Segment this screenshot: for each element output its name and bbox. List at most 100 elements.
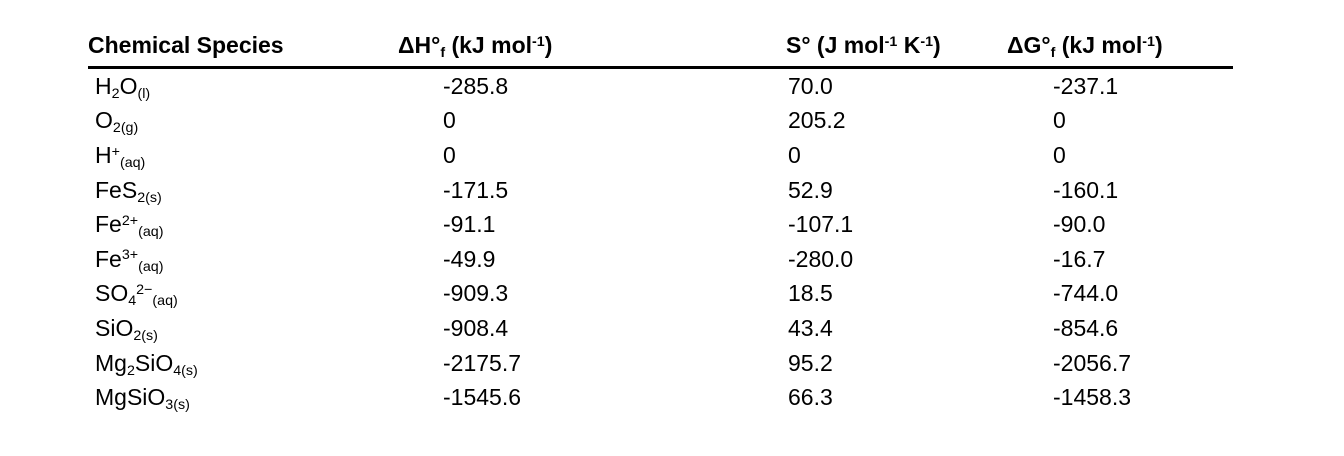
formula-text: SO xyxy=(95,280,129,307)
table-row-mg2sio4-s: Mg2SiO4(s) -2175.7 95.2 -2056.7 xyxy=(88,346,1233,381)
formula-text: ΔG° xyxy=(1007,32,1051,58)
formula-subscript: 4(s) xyxy=(173,362,198,379)
formula-text: (kJ mol xyxy=(445,32,533,58)
table-header: Chemical Species ΔH°f (kJ mol-1) S° (J mol… xyxy=(88,30,1233,69)
formula-text: ) xyxy=(1154,32,1163,58)
formula-supscript: 3+ xyxy=(121,247,139,264)
formula-text: SiO xyxy=(95,314,134,341)
formula-supscript: + xyxy=(111,143,120,160)
cell-delta_h_f-h-plus-aq: 0 xyxy=(443,141,456,168)
cell-species-mgsio3-s: MgSiO3(s) xyxy=(88,380,398,415)
formula-supscript: 2+ xyxy=(121,212,139,229)
cell-species-h2o-l: H2O(l) xyxy=(88,68,398,104)
table-row-sio2-s: SiO2(s) -908.4 43.4 -854.6 xyxy=(88,311,1233,346)
formula-subscript: f xyxy=(440,44,446,61)
formula-text: SiO xyxy=(134,349,174,376)
cell-delta_g_f-mgsio3-s: -1458.3 xyxy=(1053,384,1132,411)
formula-subscript: 4 xyxy=(128,293,137,310)
cell-delta_g_f-o2-g: 0 xyxy=(1053,107,1066,134)
table-row-h-plus-aq: H+(aq) 0 0 0 xyxy=(88,138,1233,173)
cell-species-mg2sio4-s: Mg2SiO4(s) xyxy=(88,346,398,381)
formula-subscript: f xyxy=(1050,44,1056,61)
formula-supscript: -1 xyxy=(884,33,898,50)
formula-subscript: (aq) xyxy=(138,258,164,275)
formula-subscript: 2(s) xyxy=(137,189,162,206)
cell-s_standard-fe3-aq: -280.0 xyxy=(788,245,854,272)
cell-species-h-plus-aq: H+(aq) xyxy=(88,138,398,173)
formula-text: Chemical Species xyxy=(88,32,284,58)
formula-subscript: (l) xyxy=(137,85,151,102)
cell-delta_g_f-mg2sio4-s: -2056.7 xyxy=(1053,349,1132,376)
cell-delta_g_f-fe3-aq: -16.7 xyxy=(1053,245,1106,272)
formula-subscript: 2(g) xyxy=(112,120,139,137)
cell-delta_h_f-sio2-s: -908.4 xyxy=(443,314,509,341)
formula-subscript: 2 xyxy=(126,362,135,379)
cell-delta_h_f-fe2-aq: -91.1 xyxy=(443,211,496,238)
formula-supscript: -1 xyxy=(1142,33,1155,50)
cell-s_standard-fe2-aq: -107.1 xyxy=(788,211,854,238)
cell-delta_h_f-mg2sio4-s: -2175.7 xyxy=(443,349,522,376)
cell-species-sio2-s: SiO2(s) xyxy=(88,311,398,346)
column-header-s_standard: S° (J mol-1 K-1) xyxy=(786,30,1007,69)
cell-species-so4-aq: SO42−(aq) xyxy=(88,277,398,312)
cell-delta_h_f-fes2-s: -171.5 xyxy=(443,176,509,203)
cell-delta_h_f-o2-g: 0 xyxy=(443,107,456,134)
column-header-species: Chemical Species xyxy=(88,30,398,69)
cell-s_standard-h-plus-aq: 0 xyxy=(788,141,801,168)
formula-text: H xyxy=(95,72,112,99)
cell-species-fe2-aq: Fe2+(aq) xyxy=(88,207,398,242)
cell-s_standard-mg2sio4-s: 95.2 xyxy=(788,349,833,376)
formula-subscript: (aq) xyxy=(152,293,178,310)
formula-text: Fe xyxy=(95,211,122,238)
formula-text: ) xyxy=(933,32,941,58)
cell-delta_h_f-h2o-l: -285.8 xyxy=(443,72,509,99)
header-row: Chemical Species ΔH°f (kJ mol-1) S° (J mol… xyxy=(88,30,1233,69)
formula-subscript: 2(s) xyxy=(133,327,158,344)
cell-species-o2-g: O2(g) xyxy=(88,104,398,139)
formula-text: K xyxy=(897,32,921,58)
cell-species-fe3-aq: Fe3+(aq) xyxy=(88,242,398,277)
cell-delta_h_f-fe3-aq: -49.9 xyxy=(443,245,496,272)
formula-subscript: (aq) xyxy=(119,154,146,171)
formula-text: O xyxy=(95,107,113,134)
table-row-mgsio3-s: MgSiO3(s) -1545.6 66.3 -1458.3 xyxy=(88,380,1233,415)
cell-delta_g_f-fes2-s: -160.1 xyxy=(1053,176,1119,203)
formula-text: (kJ mol xyxy=(1055,32,1143,58)
formula-subscript: 3(s) xyxy=(165,397,190,414)
document: Chemical Species ΔH°f (kJ mol-1) S° (J mol… xyxy=(88,30,1233,415)
formula-text: ) xyxy=(544,32,553,58)
formula-supscript: -1 xyxy=(532,33,545,50)
cell-s_standard-sio2-s: 43.4 xyxy=(788,314,833,341)
column-header-delta_g_f: ΔG°f (kJ mol-1) xyxy=(1007,30,1233,69)
formula-text: ΔH° xyxy=(398,32,441,58)
formula-text: FeS xyxy=(95,176,138,203)
cell-species-fes2-s: FeS2(s) xyxy=(88,173,398,208)
table-row-fe3-aq: Fe3+(aq) -49.9 -280.0 -16.7 xyxy=(88,242,1233,277)
cell-delta_h_f-so4-aq: -909.3 xyxy=(443,280,509,307)
formula-supscript: 2− xyxy=(136,281,153,298)
table-row-o2-g: O2(g) 0 205.2 0 xyxy=(88,104,1233,139)
cell-delta_g_f-h-plus-aq: 0 xyxy=(1053,141,1066,168)
cell-s_standard-mgsio3-s: 66.3 xyxy=(788,384,833,411)
cell-delta_g_f-h2o-l: -237.1 xyxy=(1053,72,1119,99)
formula-subscript: 2 xyxy=(111,85,120,102)
formula-text: S° (J mol xyxy=(786,32,885,58)
table-row-h2o-l: H2O(l) -285.8 70.0 -237.1 xyxy=(88,68,1233,104)
column-header-delta_h_f: ΔH°f (kJ mol-1) xyxy=(398,30,786,69)
cell-delta_h_f-mgsio3-s: -1545.6 xyxy=(443,384,522,411)
thermodynamic-data-table: Chemical Species ΔH°f (kJ mol-1) S° (J mol… xyxy=(88,30,1233,415)
table-row-so4-aq: SO42−(aq) -909.3 18.5 -744.0 xyxy=(88,277,1233,312)
formula-text: H xyxy=(95,141,112,168)
cell-delta_g_f-sio2-s: -854.6 xyxy=(1053,314,1119,341)
cell-delta_g_f-fe2-aq: -90.0 xyxy=(1053,211,1106,238)
formula-text: Mg xyxy=(95,349,127,376)
cell-s_standard-fes2-s: 52.9 xyxy=(788,176,833,203)
cell-s_standard-o2-g: 205.2 xyxy=(788,107,846,134)
table-row-fes2-s: FeS2(s) -171.5 52.9 -160.1 xyxy=(88,173,1233,208)
formula-subscript: (aq) xyxy=(138,224,164,241)
formula-supscript: -1 xyxy=(920,33,934,50)
formula-text: MgSiO xyxy=(95,384,166,411)
table-body: H2O(l) -285.8 70.0 -237.1 O2(g) 0 205.2 0 H+(aq)… xyxy=(88,68,1233,415)
cell-delta_g_f-so4-aq: -744.0 xyxy=(1053,280,1119,307)
formula-text: O xyxy=(119,72,138,99)
